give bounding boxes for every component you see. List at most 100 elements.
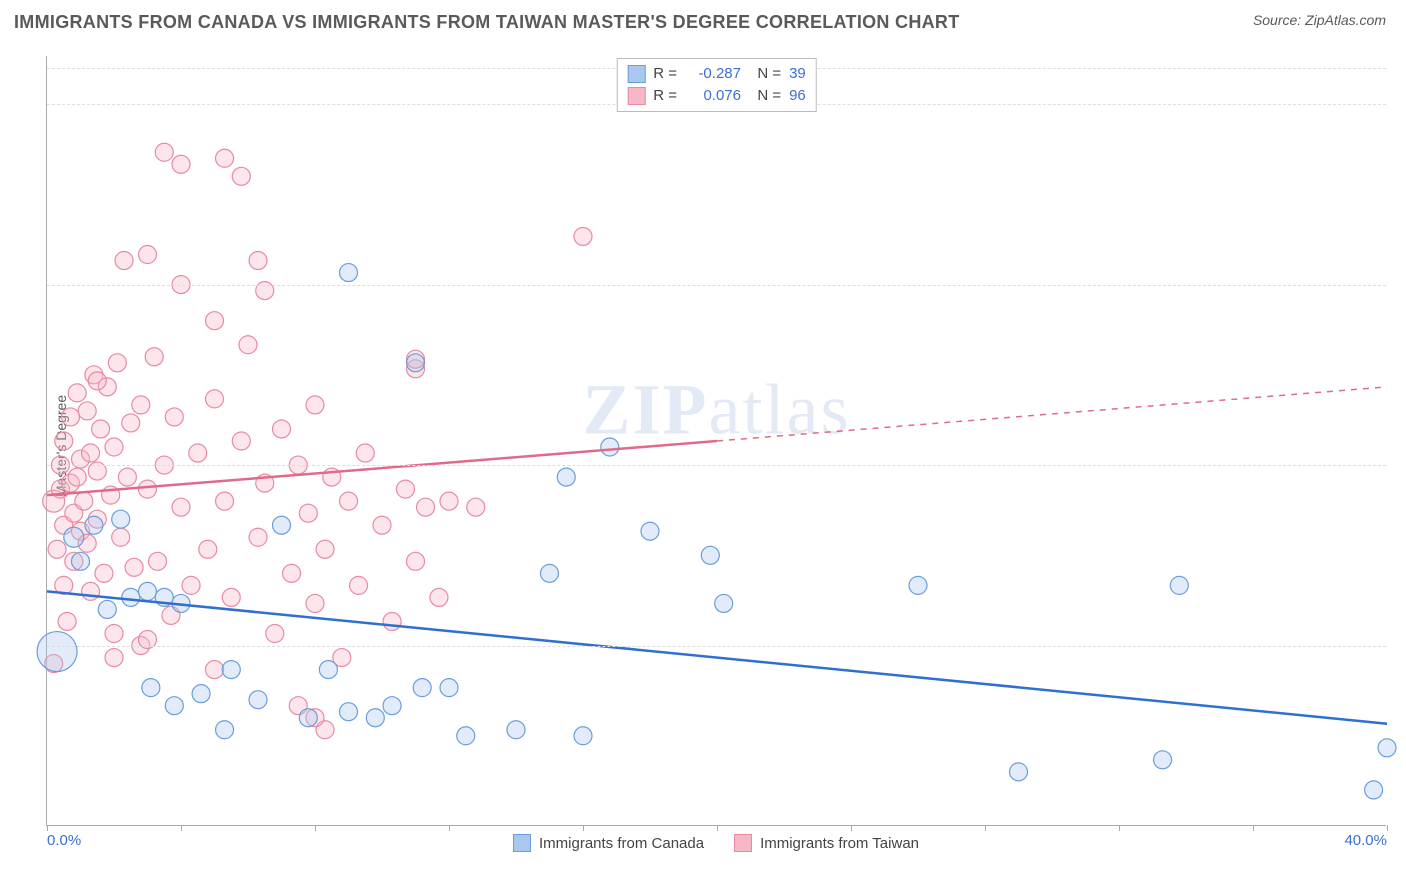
data-point: [273, 420, 291, 438]
data-point: [139, 582, 157, 600]
data-point: [306, 594, 324, 612]
data-point: [1378, 739, 1396, 757]
data-point: [206, 312, 224, 330]
data-point: [64, 527, 84, 547]
stat-r-label: R =: [653, 85, 677, 107]
data-point: [216, 492, 234, 510]
data-point: [232, 432, 250, 450]
data-point: [105, 649, 123, 667]
data-point: [189, 444, 207, 462]
x-tick: [851, 825, 852, 831]
x-tick: [47, 825, 48, 831]
legend-swatch: [627, 87, 645, 105]
data-point: [182, 576, 200, 594]
x-tick: [181, 825, 182, 831]
legend-swatch: [627, 65, 645, 83]
data-point: [440, 679, 458, 697]
stat-r-label: R =: [653, 63, 677, 85]
x-tick: [1119, 825, 1120, 831]
data-point: [192, 685, 210, 703]
data-point: [48, 540, 66, 558]
data-point: [430, 588, 448, 606]
data-point: [199, 540, 217, 558]
data-point: [249, 252, 267, 270]
data-point: [139, 480, 157, 498]
data-point: [283, 564, 301, 582]
legend-item: Immigrants from Taiwan: [734, 834, 919, 852]
data-point: [601, 438, 619, 456]
data-point: [118, 468, 136, 486]
data-point: [249, 691, 267, 709]
data-point: [216, 721, 234, 739]
x-tick: [985, 825, 986, 831]
data-point: [98, 600, 116, 618]
data-point: [407, 552, 425, 570]
data-point: [457, 727, 475, 745]
legend-swatch: [734, 834, 752, 852]
stat-r-value: -0.287: [685, 63, 741, 85]
data-point: [206, 390, 224, 408]
data-point: [105, 438, 123, 456]
data-point: [396, 480, 414, 498]
data-point: [58, 612, 76, 630]
data-point: [75, 492, 93, 510]
data-point: [165, 408, 183, 426]
data-point: [122, 588, 140, 606]
data-point: [356, 444, 374, 462]
chart-area: ZIPatlas R =-0.287 N = 39R =0.076 N = 96…: [46, 56, 1386, 826]
data-point: [299, 709, 317, 727]
data-point: [909, 576, 927, 594]
data-point: [108, 354, 126, 372]
data-point: [72, 552, 90, 570]
data-point: [149, 552, 167, 570]
data-point: [95, 564, 113, 582]
stat-n-label: N =: [749, 63, 781, 85]
data-point: [249, 528, 267, 546]
data-point: [557, 468, 575, 486]
data-point: [316, 540, 334, 558]
data-point: [266, 625, 284, 643]
trend-line: [47, 591, 1387, 723]
x-tick: [583, 825, 584, 831]
x-tick: [1253, 825, 1254, 831]
trend-line-extrapolated: [717, 387, 1387, 441]
data-point: [132, 396, 150, 414]
plot-svg: [47, 56, 1386, 825]
stats-legend: R =-0.287 N = 39R =0.076 N = 96: [616, 58, 817, 112]
stats-row: R = -0.287 N = 39: [627, 63, 806, 85]
data-point: [239, 336, 257, 354]
legend-label: Immigrants from Taiwan: [760, 835, 919, 852]
data-point: [366, 709, 384, 727]
data-point: [172, 498, 190, 516]
data-point: [85, 516, 103, 534]
gridline: [47, 646, 1386, 647]
data-point: [574, 727, 592, 745]
data-point: [68, 384, 86, 402]
data-point: [216, 149, 234, 167]
data-point: [1170, 576, 1188, 594]
data-point: [340, 264, 358, 282]
stat-n-label: N =: [749, 85, 781, 107]
stat-n-value: 39: [789, 63, 806, 85]
source-attribution: Source: ZipAtlas.com: [1253, 12, 1386, 28]
plot-frame: ZIPatlas R =-0.287 N = 39R =0.076 N = 96…: [46, 56, 1386, 826]
legend-item: Immigrants from Canada: [513, 834, 704, 852]
x-tick: [449, 825, 450, 831]
data-point: [417, 498, 435, 516]
legend-swatch: [513, 834, 531, 852]
data-point: [165, 697, 183, 715]
data-point: [206, 661, 224, 679]
data-point: [373, 516, 391, 534]
data-point: [383, 697, 401, 715]
data-point: [155, 143, 173, 161]
data-point: [299, 504, 317, 522]
stat-n-value: 96: [789, 85, 806, 107]
data-point: [319, 661, 337, 679]
data-point: [82, 582, 100, 600]
data-point: [37, 632, 77, 672]
data-point: [1365, 781, 1383, 799]
data-point: [78, 402, 96, 420]
data-point: [125, 558, 143, 576]
data-point: [172, 155, 190, 173]
data-point: [440, 492, 458, 510]
